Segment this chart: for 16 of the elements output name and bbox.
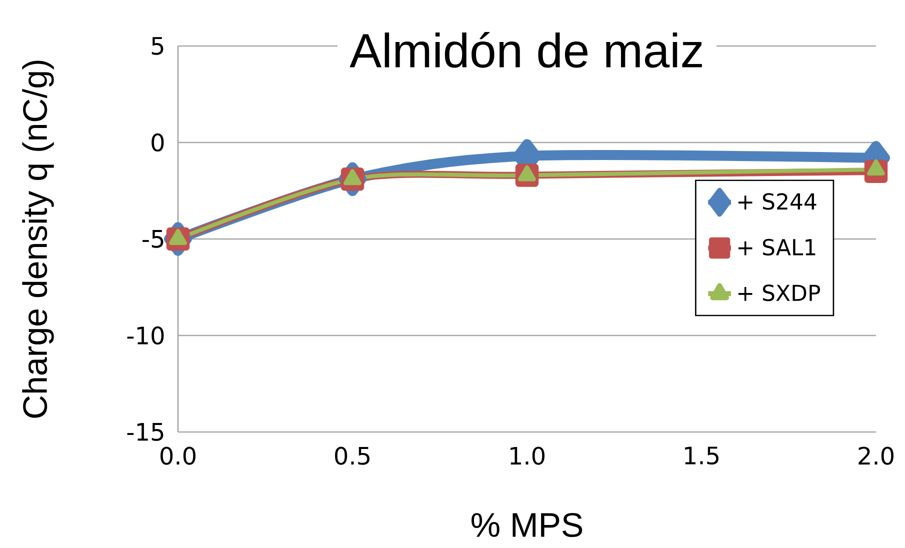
x-tick-label: 2.0 — [858, 446, 894, 465]
y-axis-title: Charge density q (nC/g) — [22, 60, 54, 418]
legend-label: + S244 — [738, 193, 816, 210]
y-tick-label: -15 — [127, 423, 164, 441]
y-tick-label: 0 — [152, 133, 164, 152]
legend-label: + SAL1 — [738, 238, 816, 256]
x-tick-label: 1.0 — [510, 446, 544, 465]
x-tick-label: 1.5 — [685, 446, 718, 465]
x-tick-label: 0.0 — [160, 446, 196, 465]
y-tick-label: -10 — [127, 326, 164, 345]
legend-label: + SXDP — [738, 284, 820, 302]
x-axis-title: % MPS — [472, 512, 582, 538]
y-tick-label: -5 — [142, 230, 164, 248]
chart-title: Almidón de maiz — [350, 32, 702, 68]
x-tick-label: 0.5 — [335, 446, 370, 465]
y-tick-label: 5 — [152, 37, 164, 55]
